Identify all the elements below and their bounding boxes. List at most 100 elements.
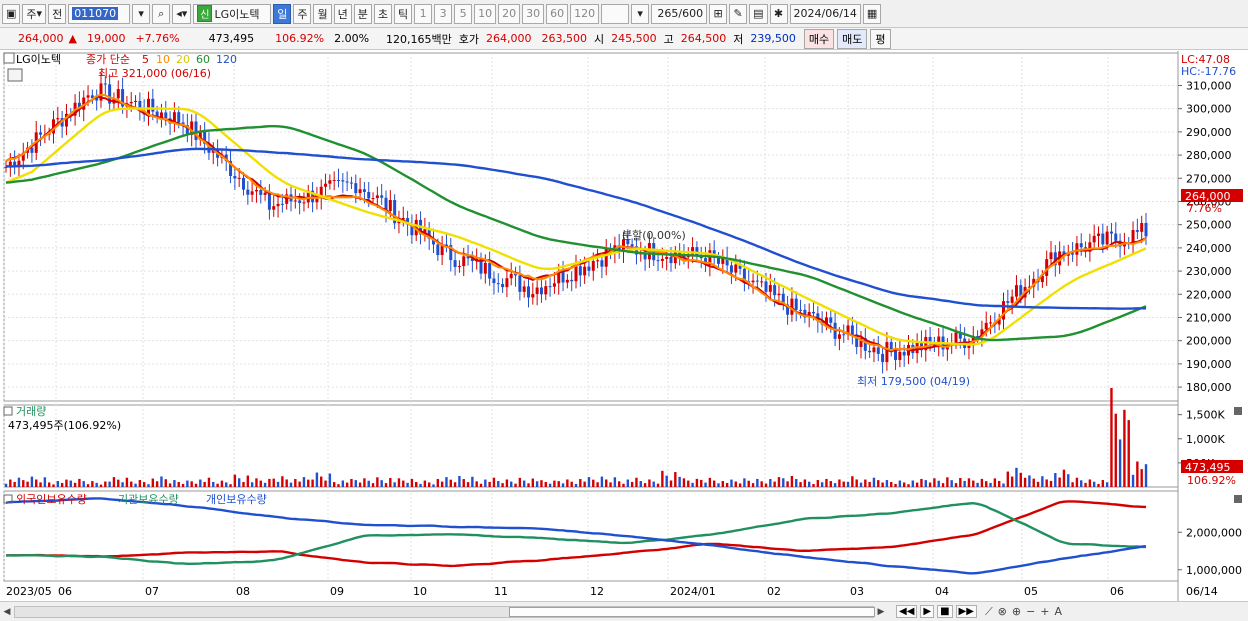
draw-tool-icon[interactable]: ✎	[729, 3, 748, 24]
prev-button[interactable]: 전	[48, 3, 67, 24]
candle-type-icon[interactable]: ⊞	[709, 3, 728, 24]
custom-period-dropdown-icon[interactable]: ▾	[631, 3, 650, 24]
period-tab-week[interactable]: 주	[293, 3, 312, 24]
volume-bar	[1101, 480, 1105, 487]
minute-tab-120[interactable]: 120	[570, 3, 600, 24]
scroll-thumb[interactable]	[509, 606, 875, 617]
volume-bar	[1058, 477, 1061, 487]
scroll-left-icon[interactable]: ◀	[3, 606, 11, 617]
minute-tab-1[interactable]: 1	[414, 3, 433, 24]
period-tab-minute[interactable]: 분	[353, 3, 372, 24]
eval-button[interactable]: 평	[870, 28, 891, 49]
stock-code-input[interactable]: 011070	[68, 3, 131, 24]
calendar-icon[interactable]: ▦	[862, 3, 882, 24]
minute-tab-60[interactable]: 60	[546, 3, 569, 24]
period-tab-year[interactable]: 년	[333, 3, 352, 24]
volume-bar	[700, 479, 703, 487]
volume-panel-close-icon[interactable]	[1234, 407, 1242, 415]
volume-bar	[890, 481, 893, 487]
candle-body	[237, 177, 241, 179]
volume-bar	[738, 483, 742, 487]
line-tool-icon[interactable]: ⟋	[984, 604, 993, 618]
gear-icon[interactable]: ✱	[769, 3, 788, 24]
minute-tab-20[interactable]: 20	[498, 3, 521, 24]
minute-tab-10[interactable]: 10	[474, 3, 497, 24]
volume-bar	[255, 478, 258, 487]
table-icon[interactable]	[7, 68, 23, 82]
volume-bar	[1123, 409, 1126, 487]
volume-bar	[337, 484, 340, 487]
volume-bar	[643, 483, 647, 487]
period-tab-second[interactable]: 초	[373, 3, 392, 24]
candle-body	[380, 195, 384, 198]
volume-bar	[1084, 482, 1087, 487]
volume-bar	[1140, 469, 1143, 487]
play-back-icon[interactable]: ◀◀	[896, 605, 918, 618]
volume-bar	[289, 482, 293, 487]
zoom-tool-icon[interactable]: ⊕	[1011, 604, 1022, 618]
volume-bar	[415, 481, 418, 487]
play-icon[interactable]: ▶	[920, 605, 935, 618]
code-dropdown-icon[interactable]: ▾	[132, 3, 151, 24]
volume-bar	[820, 482, 824, 487]
volume-bar	[363, 478, 366, 487]
period-dropdown[interactable]: 주 ▾	[22, 3, 47, 24]
minute-tab-30[interactable]: 30	[522, 3, 545, 24]
period-tab-tick[interactable]: 틱	[393, 3, 413, 24]
minute-tab-3[interactable]: 3	[434, 3, 453, 24]
scroll-track[interactable]	[14, 605, 875, 618]
volume-bar	[782, 478, 785, 487]
candle-body	[436, 244, 440, 256]
lock-icon[interactable]: ⊗	[997, 604, 1007, 618]
stock-name-field[interactable]: 신 LG이노텍	[193, 3, 272, 24]
sound-icon[interactable]: ◂▾	[172, 3, 192, 24]
volume-bar	[859, 482, 863, 487]
holdings-panel-icon[interactable]	[3, 494, 13, 504]
candle-body	[155, 111, 159, 118]
candle-body	[13, 161, 17, 168]
volume-bar	[82, 481, 85, 487]
minus-icon[interactable]: −	[1026, 604, 1036, 618]
search-icon[interactable]: ⌕	[152, 3, 171, 24]
buy-button[interactable]: 매수	[803, 28, 835, 49]
period-tab-day[interactable]: 일	[273, 3, 292, 24]
candle-body	[855, 334, 859, 348]
play-forward-icon[interactable]: ▶▶	[955, 605, 977, 618]
volume-bar	[419, 483, 422, 487]
candle-body	[1010, 296, 1014, 303]
text-tool-icon[interactable]: A	[1054, 604, 1063, 618]
candle-body	[643, 253, 647, 260]
data-count-field[interactable]: 265/600	[651, 3, 708, 24]
candle-body	[850, 325, 854, 335]
candle-body	[64, 113, 68, 127]
minute-tab-5[interactable]: 5	[454, 3, 473, 24]
candle-body	[561, 270, 565, 283]
volume-bar	[967, 478, 971, 487]
holdings-panel-close-icon[interactable]	[1234, 495, 1242, 503]
volume-panel-icon[interactable]	[3, 406, 13, 416]
candle-body	[488, 262, 492, 279]
custom-period-input[interactable]	[601, 3, 630, 24]
candle-body	[17, 160, 21, 168]
volume-bar	[833, 483, 837, 487]
window-icon[interactable]: ▣	[2, 3, 21, 24]
stock-chart[interactable]: 310,000300,000290,000280,000270,000260,0…	[0, 51, 1248, 601]
plus-icon[interactable]: +	[1040, 604, 1050, 618]
volume-bar	[911, 480, 915, 487]
sell-button[interactable]: 매도	[837, 28, 868, 49]
save-icon[interactable]: ▤	[749, 3, 768, 24]
candle-body	[108, 84, 112, 104]
stop-icon[interactable]: ■	[937, 605, 953, 618]
candle-body	[134, 100, 138, 102]
period-tab-month[interactable]: 월	[313, 3, 332, 24]
volume-bar	[1045, 479, 1048, 487]
candle-body	[630, 244, 634, 247]
ask-label: 호가	[458, 32, 480, 46]
date-field[interactable]: 2024/06/14	[789, 3, 861, 24]
candle-body	[682, 255, 686, 258]
volume-bar	[985, 481, 988, 487]
scroll-right-icon[interactable]: ▶	[877, 606, 885, 617]
volume-bar	[423, 480, 427, 487]
volume-bar	[479, 483, 483, 487]
panel-collapse-icon[interactable]	[3, 52, 15, 64]
